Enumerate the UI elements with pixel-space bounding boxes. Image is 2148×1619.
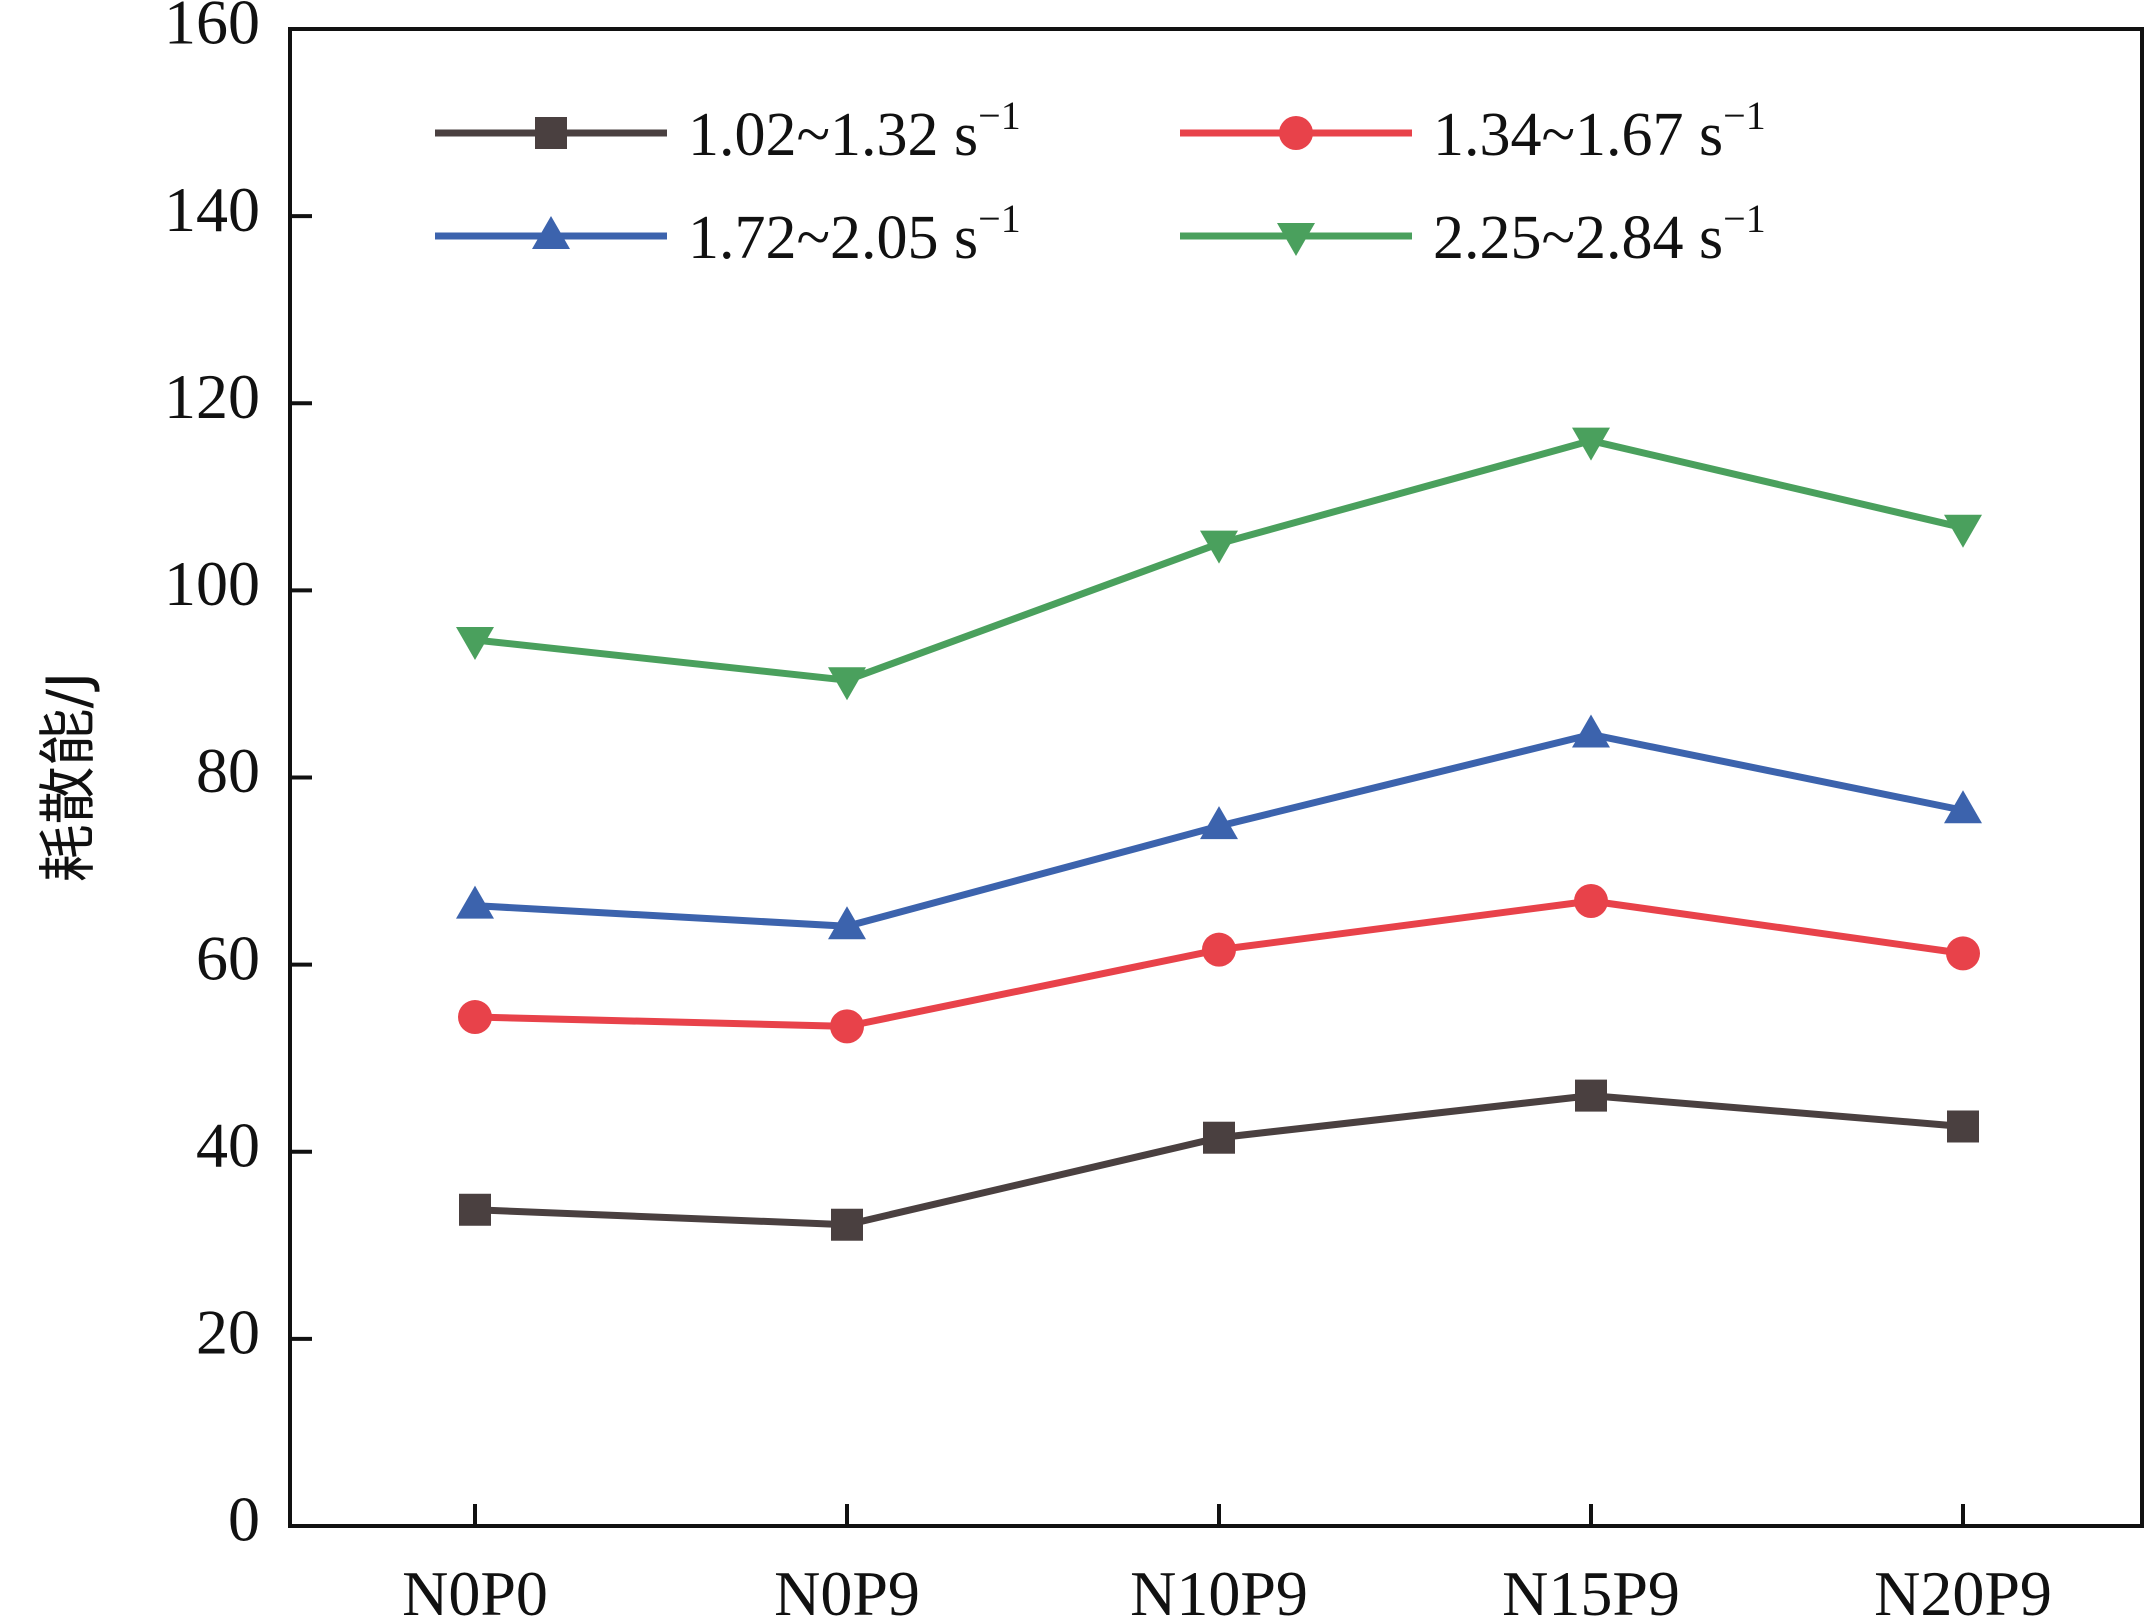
- x-axis: N0P0 N0P9 N10P9 N15P9 N20P9: [402, 1504, 2052, 1619]
- legend-label-sup: −1: [1723, 93, 1766, 138]
- legend-item: 1.72~2.05 s−1: [435, 196, 1021, 272]
- series-2: [458, 884, 1980, 1044]
- series-layer: [456, 427, 1982, 1241]
- y-axis-label: 耗散能/J: [34, 672, 102, 883]
- legend-item: 1.02~1.32 s−1: [435, 93, 1021, 169]
- legend: 1.02~1.32 s−1 1.34~1.67 s−11.72~2.05 s−1 2…: [435, 93, 1766, 272]
- legend-label: 1.34~1.67 s−1: [1433, 93, 1766, 169]
- y-tick-label: 160: [164, 0, 260, 58]
- data-point: [1946, 936, 1980, 971]
- data-point: [828, 906, 866, 940]
- data-point: [1575, 1079, 1607, 1112]
- x-tick-label: N20P9: [1874, 1558, 2052, 1619]
- data-point: [828, 667, 866, 701]
- series-4: [456, 427, 1982, 701]
- data-point: [1572, 427, 1610, 461]
- legend-label-text: 2.25~2.84 s: [1433, 204, 1723, 272]
- y-tick-label: 60: [196, 922, 260, 993]
- data-point: [458, 1000, 492, 1035]
- legend-label-text: 1.02~1.32 s: [688, 101, 978, 169]
- legend-swatch-marker: [535, 117, 567, 149]
- data-point: [1202, 932, 1236, 967]
- data-point: [830, 1009, 864, 1044]
- legend-label-text: 1.34~1.67 s: [1433, 101, 1723, 169]
- series-line: [474, 1092, 1964, 1229]
- data-point: [1200, 806, 1238, 840]
- legend-label: 2.25~2.84 s−1: [1433, 196, 1766, 272]
- x-tick-label: N0P9: [774, 1558, 920, 1619]
- x-tick-label: N0P0: [402, 1558, 548, 1619]
- y-tick-label: 120: [164, 361, 260, 432]
- legend-label: 1.72~2.05 s−1: [688, 196, 1021, 272]
- legend-label-sup: −1: [978, 93, 1021, 138]
- legend-item: 1.34~1.67 s−1: [1180, 93, 1766, 169]
- data-point: [831, 1208, 863, 1241]
- data-point: [456, 885, 494, 919]
- legend-swatch-marker: [1279, 116, 1313, 150]
- y-tick-label: 0: [228, 1484, 260, 1555]
- y-tick-label: 80: [196, 735, 260, 806]
- legend-label-sup: −1: [1723, 196, 1766, 241]
- series-1: [459, 1079, 1979, 1241]
- y-tick-label: 140: [164, 174, 260, 245]
- legend-swatch-marker: [532, 216, 570, 249]
- data-point: [1944, 514, 1982, 548]
- data-point: [1203, 1121, 1235, 1154]
- legend-label-sup: −1: [978, 196, 1021, 241]
- y-tick-label: 20: [196, 1297, 260, 1368]
- data-point: [459, 1193, 491, 1226]
- legend-label: 1.02~1.32 s−1: [688, 93, 1021, 169]
- legend-swatch-marker: [1277, 223, 1315, 256]
- data-point: [1572, 714, 1610, 748]
- y-axis: 0 20 40 60 80 100 120 140 160: [164, 0, 312, 1555]
- y-tick-label: 100: [164, 548, 260, 619]
- data-point: [1200, 530, 1238, 564]
- data-point: [1947, 1110, 1979, 1143]
- legend-label-text: 1.72~2.05 s: [688, 204, 978, 272]
- legend-item: 2.25~2.84 s−1: [1180, 196, 1766, 272]
- y-tick-label: 40: [196, 1109, 260, 1180]
- data-point: [1944, 790, 1982, 824]
- data-point: [456, 626, 494, 660]
- plot-frame: [288, 27, 2144, 1528]
- x-tick-label: N15P9: [1502, 1558, 1680, 1619]
- data-point: [1574, 884, 1608, 919]
- series-3: [456, 714, 1982, 940]
- x-tick-label: N10P9: [1130, 1558, 1308, 1619]
